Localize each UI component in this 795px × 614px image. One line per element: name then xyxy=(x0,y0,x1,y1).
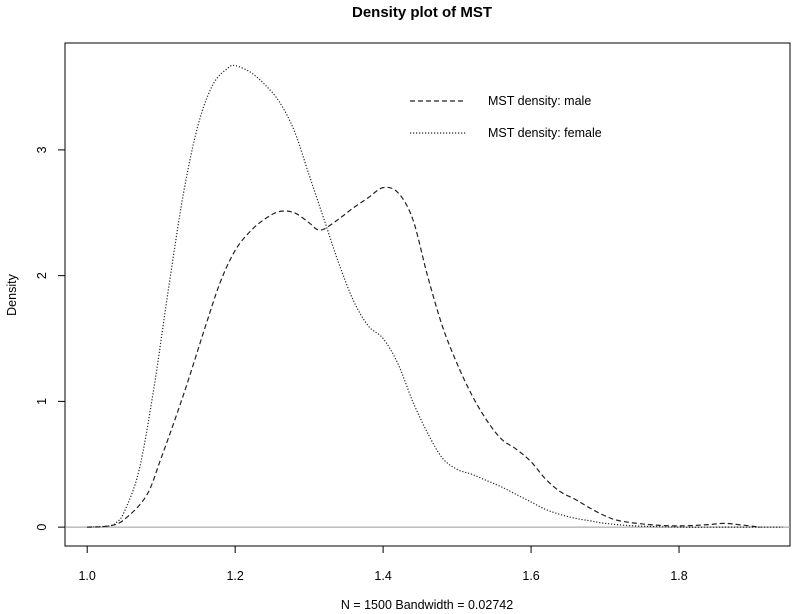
x-tick-label: 1.6 xyxy=(522,569,539,583)
y-tick-label: 1 xyxy=(35,398,49,405)
x-axis: 1.0 1.2 1.4 1.6 1.8 xyxy=(78,545,688,583)
x-tick-label: 1.4 xyxy=(374,569,391,583)
y-axis-label: Density xyxy=(5,273,19,315)
series-line-male xyxy=(87,186,761,528)
series-layer xyxy=(87,64,783,528)
plot-frame xyxy=(64,42,791,547)
y-tick-label: 2 xyxy=(35,272,49,279)
y-tick-label: 3 xyxy=(35,146,49,153)
x-tick-label: 1.0 xyxy=(78,569,95,583)
x-tick-label: 1.8 xyxy=(670,569,687,583)
series-line-female xyxy=(87,64,783,528)
y-tick-label: 0 xyxy=(35,524,49,531)
y-axis: 0 1 2 3 xyxy=(35,146,66,531)
legend: MST density: male MST density: female xyxy=(410,94,602,140)
x-tick-label: 1.2 xyxy=(226,569,243,583)
chart-title: Density plot of MST xyxy=(352,4,492,21)
x-axis-label: N = 1500 Bandwidth = 0.02742 xyxy=(341,598,513,612)
legend-label-male: MST density: male xyxy=(488,94,591,108)
legend-label-female: MST density: female xyxy=(488,126,602,140)
